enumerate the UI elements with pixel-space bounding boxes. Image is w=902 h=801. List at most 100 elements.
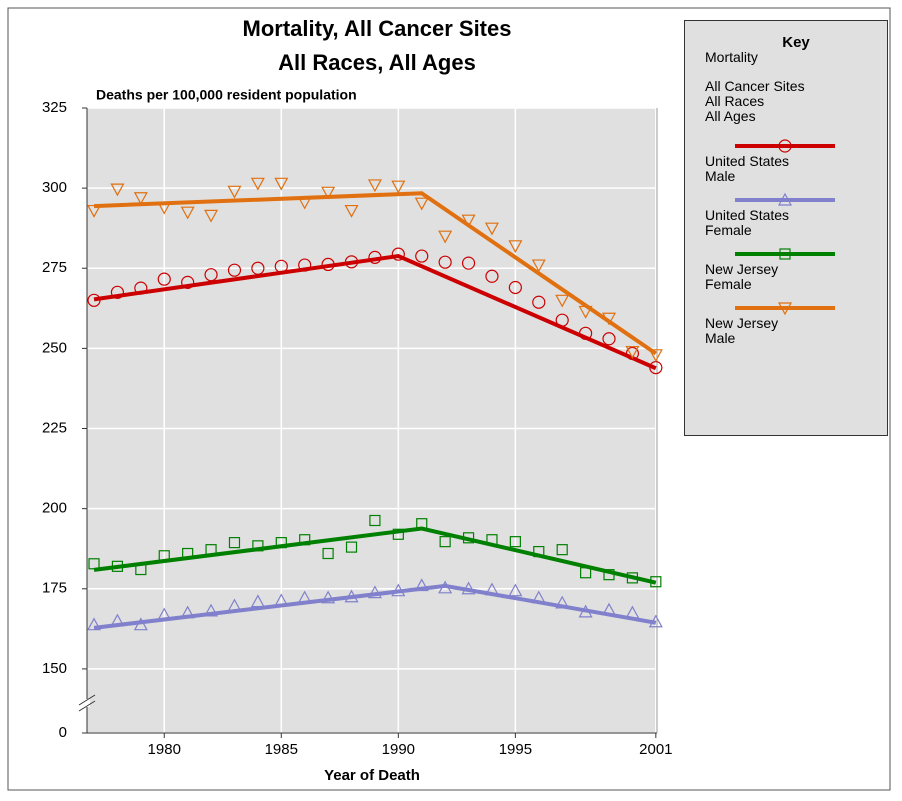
marker (461, 214, 476, 228)
marker (625, 346, 640, 361)
marker (461, 581, 476, 595)
y-tick-label: 325 (42, 99, 67, 116)
y-tick-label: 250 (42, 339, 67, 356)
marker (555, 595, 570, 609)
marker (650, 576, 662, 588)
marker (580, 567, 592, 579)
marker (321, 590, 336, 604)
marker (777, 302, 793, 316)
legend-entry: New Jersey Male (705, 300, 887, 346)
marker (438, 255, 452, 269)
marker (391, 180, 406, 194)
axis-break-gap (84, 699, 90, 707)
marker (204, 603, 219, 617)
marker (368, 250, 382, 264)
marker (625, 345, 640, 359)
marker (274, 593, 289, 607)
marker (345, 541, 358, 553)
marker (344, 255, 359, 269)
x-tick-label: 1995 (499, 741, 532, 758)
marker (367, 585, 382, 599)
legend-text: All Races (705, 93, 765, 109)
legend-swatch (735, 192, 835, 206)
marker (602, 332, 616, 346)
marker (367, 179, 382, 193)
marker (157, 272, 171, 286)
chart-title: Mortality, All Cancer Sites (243, 16, 512, 41)
marker (392, 528, 404, 540)
marker (297, 590, 312, 604)
legend-label: United States Male (705, 153, 790, 184)
marker (533, 545, 545, 558)
legend-text: Mortality (705, 49, 758, 65)
marker (508, 240, 523, 254)
marker (461, 256, 476, 270)
marker (438, 230, 453, 244)
marker (391, 247, 405, 261)
marker (180, 605, 195, 619)
marker (157, 201, 172, 215)
marker (87, 293, 101, 307)
marker (626, 572, 639, 584)
marker (439, 536, 451, 548)
marker (275, 537, 287, 549)
marker (555, 294, 570, 308)
marker (227, 598, 242, 612)
marker (133, 617, 148, 631)
y-tick-label: 0 (59, 724, 67, 741)
x-axis-label: Year of Death (324, 767, 420, 784)
legend-title: Key (782, 34, 810, 51)
marker (438, 580, 453, 594)
marker (133, 192, 148, 205)
legend-text: All Cancer Sites (705, 78, 805, 94)
marker (777, 192, 793, 206)
marker (486, 534, 498, 546)
marker (227, 185, 242, 199)
marker (88, 558, 100, 570)
marker (321, 257, 335, 272)
marker (344, 204, 359, 218)
marker (603, 569, 615, 581)
axis-break (78, 694, 96, 706)
marker (228, 537, 241, 549)
marker (135, 563, 147, 576)
marker (508, 280, 522, 295)
legend-entries: United States Male United States Female Ne… (685, 138, 887, 346)
marker (274, 177, 289, 191)
trend-line (93, 254, 657, 371)
marker (181, 275, 195, 289)
x-tick-label: 1990 (382, 741, 415, 758)
marker (579, 326, 593, 340)
marker (648, 614, 663, 628)
marker (416, 518, 428, 530)
marker (204, 268, 218, 282)
marker (205, 544, 217, 556)
marker (252, 540, 264, 552)
marker (110, 183, 125, 197)
y-tick-label: 275 (42, 259, 67, 276)
marker (509, 536, 521, 548)
marker (204, 209, 219, 223)
marker (298, 258, 312, 272)
marker (578, 305, 593, 319)
marker (556, 544, 568, 556)
marker (484, 222, 499, 236)
y-tick-label: 225 (42, 419, 67, 436)
marker (134, 281, 148, 295)
plot-area (87, 108, 657, 733)
legend-text: All Ages (705, 108, 756, 124)
marker (297, 196, 312, 210)
marker (250, 177, 265, 191)
legend-swatch (735, 139, 835, 153)
marker (779, 248, 791, 260)
marker (532, 295, 546, 309)
marker (111, 560, 124, 572)
marker (157, 607, 172, 621)
marker (110, 285, 125, 299)
y-tick-label: 150 (42, 660, 67, 677)
trend-line (93, 583, 657, 630)
marker (322, 547, 334, 560)
y-tick-label: 200 (42, 500, 67, 517)
marker (391, 583, 406, 597)
